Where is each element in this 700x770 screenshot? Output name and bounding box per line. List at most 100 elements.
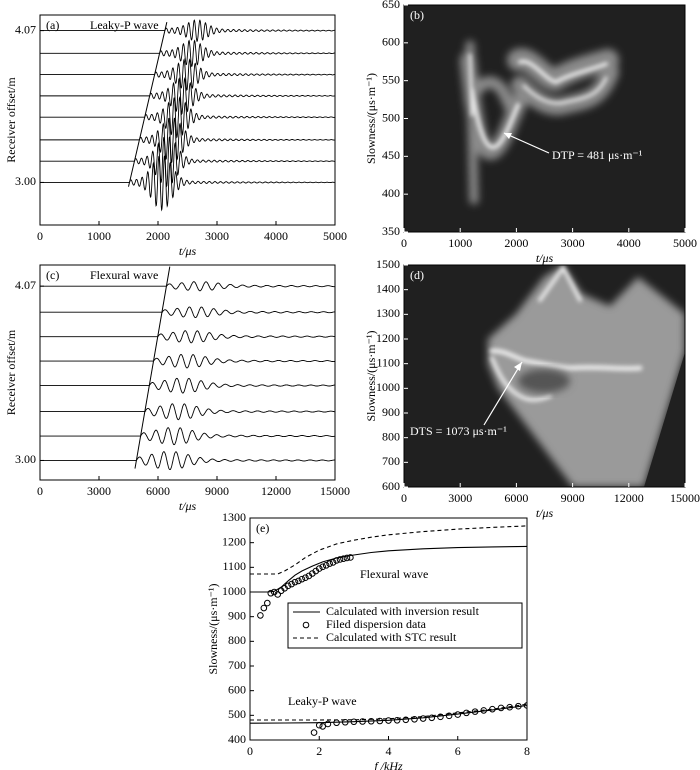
x-tick-label: 2000 (504, 236, 528, 250)
data-point (454, 711, 462, 718)
y-tick-label: 600 (382, 479, 400, 493)
x-tick-label: 15000 (320, 484, 350, 498)
trace (40, 427, 335, 446)
x-tick-label: 6 (455, 744, 461, 758)
x-tick-label: 2 (316, 744, 322, 758)
data-point (385, 717, 392, 724)
data-point (284, 582, 292, 590)
data-point (322, 562, 330, 569)
data-point (340, 555, 347, 563)
trace (40, 58, 335, 92)
data-point (350, 718, 358, 726)
y-tick-label: 400 (228, 732, 246, 746)
data-point (291, 578, 299, 586)
annotation: DTP = 481 μs·m⁻¹ (552, 148, 643, 162)
x-tick-label: 12000 (261, 484, 291, 498)
panel-label: (c) (46, 268, 59, 282)
annotation: Flexural wave (360, 567, 428, 581)
y-tick-label: 600 (228, 682, 246, 696)
panel-title: Flexural wave (90, 268, 158, 282)
trace (40, 136, 335, 188)
data-point (336, 556, 344, 563)
panel-label: (a) (46, 18, 59, 32)
annotation: DTS = 1073 μs·m⁻¹ (410, 424, 507, 438)
x-axis-label: t/μs (179, 244, 197, 258)
data-point (302, 574, 309, 581)
data-point (319, 723, 327, 730)
x-tick-label: 6000 (146, 484, 170, 498)
x-tick-label: 12000 (614, 491, 644, 505)
data-point (315, 565, 323, 572)
trace (40, 117, 335, 164)
data-point (347, 554, 354, 561)
x-tick-label: 8 (524, 744, 530, 758)
data-point (523, 702, 527, 709)
y-axis-label: Slowness/(μs·m⁻¹) (364, 73, 378, 164)
y-axis-label: Slowness/(μs·m⁻¹) (364, 330, 378, 421)
trace (40, 155, 335, 212)
data-point (376, 717, 384, 725)
x-tick-label: 0 (401, 491, 407, 505)
data-point (367, 717, 375, 725)
data-point (393, 716, 401, 724)
y-axis-label: Receiver offset/m (4, 77, 18, 163)
panel-title: Leaky-P wave (90, 18, 159, 32)
legend-label: Filed dispersion data (326, 617, 427, 631)
data-point (319, 563, 327, 571)
y-tick-label: 1200 (222, 534, 246, 548)
y-tick-label: 1000 (376, 380, 400, 394)
x-axis-label: t/μs (179, 499, 197, 513)
y-tick-label: 550 (382, 72, 400, 86)
x-tick-label: 3000 (205, 229, 229, 243)
x-tick-label: 0 (401, 236, 407, 250)
x-tick-label: 0 (247, 744, 253, 758)
data-point (341, 718, 349, 726)
panel-label: (b) (410, 8, 424, 22)
y-tick-label: 4.07 (15, 22, 36, 36)
y-tick-label: 500 (228, 707, 246, 721)
data-point (402, 716, 410, 724)
y-tick-label: 450 (382, 148, 400, 162)
x-tick-label: 0 (37, 484, 43, 498)
heatmap-d (404, 265, 685, 487)
y-tick-label: 1100 (222, 559, 246, 573)
data-point (274, 591, 282, 598)
y-tick-label: 1200 (376, 331, 400, 345)
trace (40, 354, 335, 369)
data-point (419, 715, 427, 722)
y-tick-label: 650 (382, 0, 400, 11)
moveout-line (128, 21, 168, 187)
data-point (471, 708, 479, 715)
legend-marker (302, 621, 310, 629)
y-tick-label: 350 (382, 224, 400, 238)
y-tick-label: 400 (382, 186, 400, 200)
data-point (326, 560, 333, 567)
y-tick-label: 700 (228, 658, 246, 672)
y-tick-label: 900 (228, 608, 246, 622)
heatmap-b (404, 5, 685, 232)
data-point (267, 589, 275, 597)
y-tick-label: 1500 (376, 257, 400, 271)
data-point (315, 721, 323, 729)
series-line (250, 525, 527, 721)
data-point (333, 557, 340, 564)
data-point (298, 575, 306, 583)
panel-label: (d) (410, 268, 424, 282)
data-point (324, 720, 332, 728)
data-point (295, 577, 302, 585)
arrow-head (504, 133, 512, 139)
plot-frame (39, 14, 336, 226)
panel-label: (e) (256, 521, 269, 535)
x-axis-label: f /kHz (374, 759, 403, 770)
legend-label: Calculated with inversion result (326, 604, 480, 618)
y-tick-label: 500 (382, 110, 400, 124)
trace (40, 377, 335, 394)
data-point (257, 612, 264, 619)
y-tick-label: 4.07 (15, 278, 36, 292)
arrow-head (514, 362, 522, 371)
data-point (264, 599, 271, 607)
x-tick-label: 5000 (673, 236, 697, 250)
y-axis-label: Slowness/(μs·m⁻¹) (206, 583, 220, 674)
x-tick-label: 3000 (561, 236, 585, 250)
